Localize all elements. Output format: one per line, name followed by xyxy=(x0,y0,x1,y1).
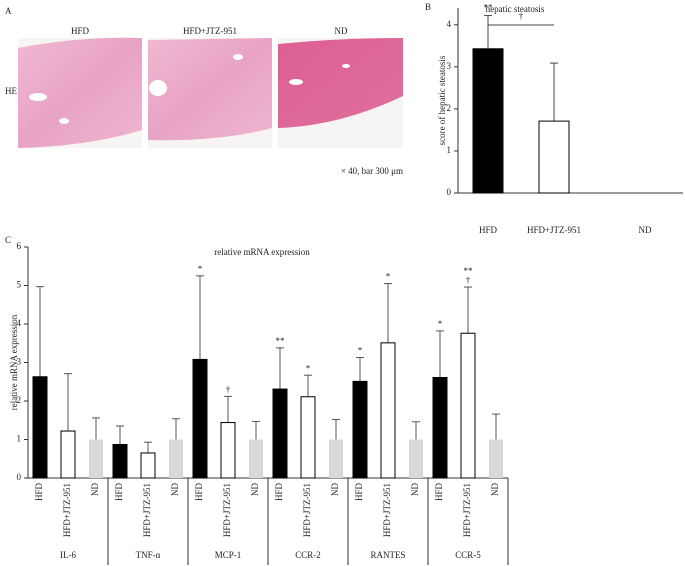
x-tick-label: HFD xyxy=(274,483,284,502)
row-label: HE xyxy=(5,86,17,96)
x-tick-label: HFD xyxy=(114,483,124,502)
x-tick-label: HFD+JTZ-951 xyxy=(527,225,581,235)
x-tick-label: HFD+JTZ-951 xyxy=(462,483,472,537)
bar xyxy=(272,388,288,479)
bar xyxy=(300,396,316,479)
group-label: CCR-2 xyxy=(295,550,321,560)
panel-label: A xyxy=(5,6,12,16)
significance: * xyxy=(306,363,311,373)
group-label: IL-6 xyxy=(60,550,76,560)
x-tick-label: HFD+JTZ-951 xyxy=(222,483,232,537)
y-tick-label: 5 xyxy=(17,280,22,290)
x-tick-label: HFD+JTZ-951 xyxy=(62,483,72,537)
significance: * xyxy=(386,272,391,282)
y-axis-label: relative mRNA expression xyxy=(9,314,19,410)
group-label: CCR-5 xyxy=(455,550,481,560)
y-tick-label: 3 xyxy=(17,357,22,367)
bar xyxy=(220,422,236,479)
chart-title: hepatic steatosis xyxy=(486,4,545,14)
bar xyxy=(329,439,343,478)
bar xyxy=(89,439,103,478)
image-label: HFD xyxy=(71,26,90,36)
x-tick-label: HFD+JTZ-951 xyxy=(302,483,312,537)
x-tick-label: ND xyxy=(170,483,180,496)
histology-images xyxy=(18,37,403,148)
x-tick-label: ND xyxy=(330,483,340,496)
bar xyxy=(112,444,128,479)
bar xyxy=(249,439,263,478)
bar xyxy=(432,377,448,479)
bar xyxy=(60,430,76,479)
x-tick-label: ND xyxy=(490,483,500,496)
bar xyxy=(192,358,208,479)
panel-label: C xyxy=(5,235,11,245)
x-tick-label: HFD xyxy=(434,483,444,502)
x-tick-label: HFD xyxy=(354,483,364,502)
y-tick-label: 0 xyxy=(447,187,452,197)
y-tick-label: 4 xyxy=(447,19,452,29)
comparison-label: † xyxy=(519,11,524,21)
significance: ** xyxy=(484,3,494,13)
significance: ** xyxy=(276,336,286,346)
bar xyxy=(472,48,504,194)
y-tick-label: 3 xyxy=(447,61,452,71)
bar xyxy=(380,342,396,479)
bar xyxy=(352,380,368,479)
y-tick-label: 1 xyxy=(17,434,22,444)
x-tick-label: ND xyxy=(410,483,420,496)
significance: † xyxy=(226,384,231,394)
bar xyxy=(140,452,156,479)
group-label: TNF-α xyxy=(136,550,161,560)
significance: ** † xyxy=(464,266,474,285)
x-tick-label: HFD xyxy=(34,483,44,502)
panel-label: B xyxy=(425,2,431,12)
x-tick-label: HFD+JTZ-951 xyxy=(142,483,152,537)
bar xyxy=(538,120,570,194)
image-label: HFD+JTZ-951 xyxy=(183,26,237,36)
y-tick-label: 0 xyxy=(17,472,22,482)
group-label: MCP-1 xyxy=(215,550,242,560)
y-axis-label: score of hepatic steatosis xyxy=(437,55,447,145)
image-label: ND xyxy=(335,26,348,36)
image-caption: × 40, bar 300 μm xyxy=(341,166,403,176)
x-tick-label: HFD+JTZ-951 xyxy=(382,483,392,537)
significance: * xyxy=(438,319,443,329)
bar xyxy=(32,376,48,479)
y-tick-label: 2 xyxy=(17,395,22,405)
x-tick-label: HFD xyxy=(479,225,498,235)
significance: * xyxy=(358,346,363,356)
bar xyxy=(169,439,183,478)
x-tick-label: HFD xyxy=(194,483,204,502)
y-tick-label: 2 xyxy=(447,103,452,113)
x-tick-label: ND xyxy=(250,483,260,496)
y-tick-label: 1 xyxy=(447,145,452,155)
chart-title: relative mRNA expression xyxy=(214,247,310,257)
x-tick-label: ND xyxy=(639,225,652,235)
significance: * xyxy=(198,264,203,274)
group-label: RANTES xyxy=(370,550,405,560)
x-tick-label: ND xyxy=(90,483,100,496)
bar xyxy=(489,439,503,478)
y-tick-label: 6 xyxy=(17,241,22,251)
bar xyxy=(460,332,476,479)
bar xyxy=(409,439,423,478)
y-tick-label: 4 xyxy=(17,318,22,328)
